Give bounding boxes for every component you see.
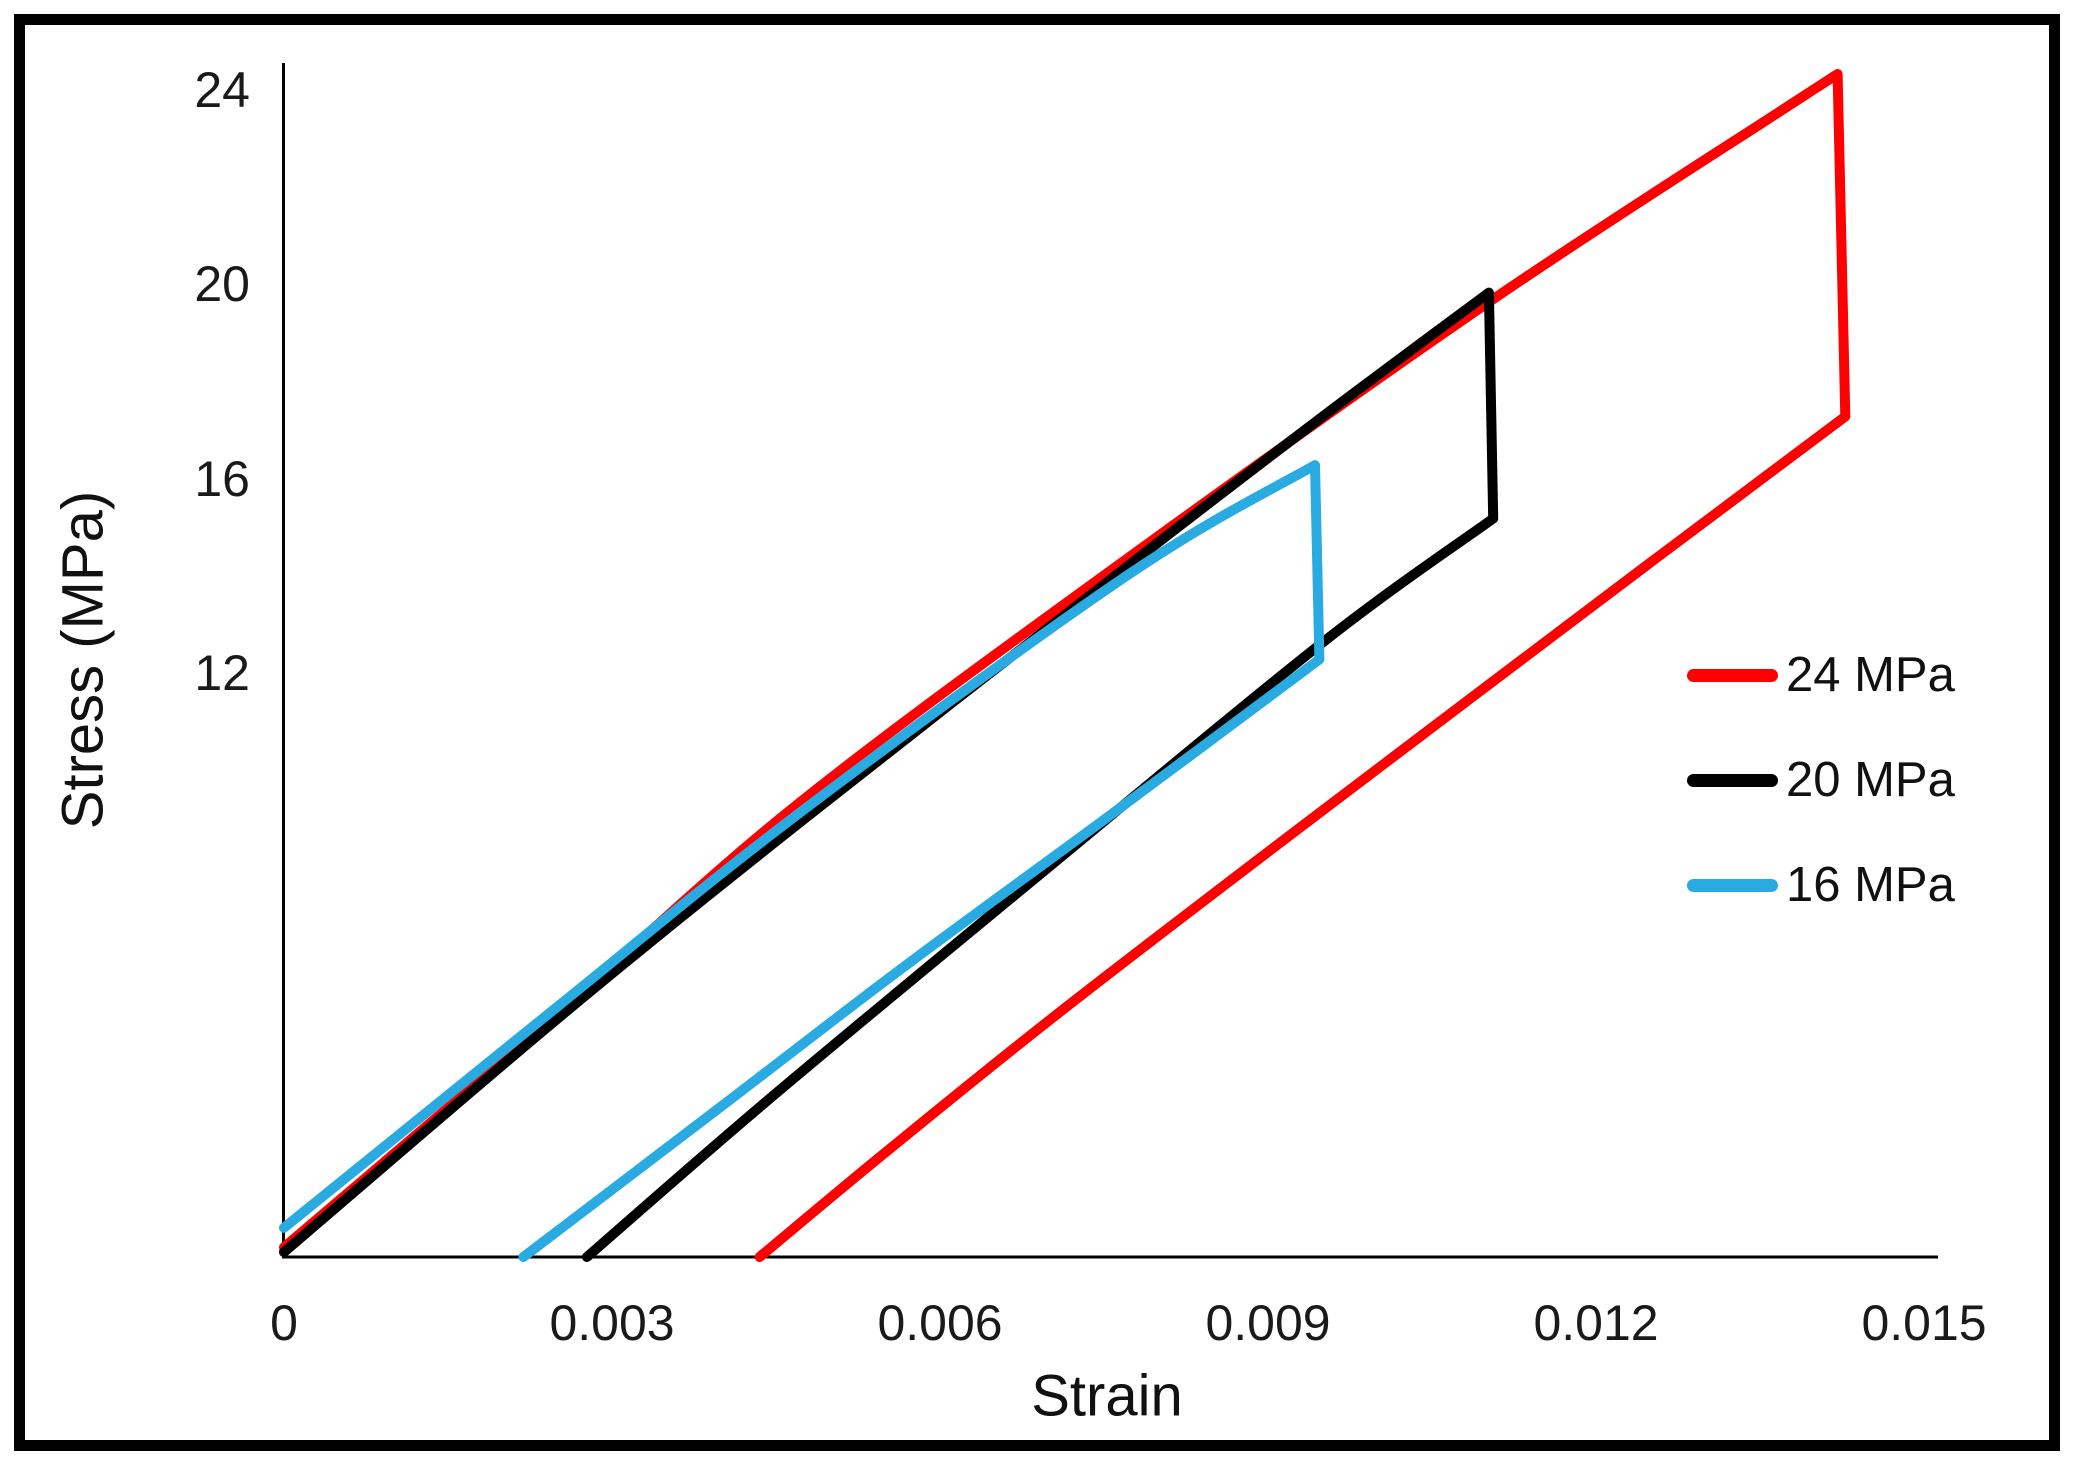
x-tick-label: 0.009 bbox=[1205, 1295, 1331, 1351]
x-tick-label: 0.012 bbox=[1533, 1295, 1659, 1351]
legend-swatch-20mpa bbox=[1687, 773, 1778, 787]
x-tick-label: 0 bbox=[270, 1295, 298, 1351]
x-axis-title: Strain bbox=[1031, 1363, 1183, 1429]
legend-label: 16 MPa bbox=[1786, 857, 1955, 912]
legend-label: 24 MPa bbox=[1786, 647, 1955, 702]
legend-item: 24 MPa bbox=[1687, 645, 1955, 705]
series-16mpa-line bbox=[279, 460, 1325, 1262]
legend-swatch-24mpa bbox=[1687, 668, 1778, 682]
y-axis-title: Stress (MPa) bbox=[50, 490, 116, 830]
y-tick-label: 16 bbox=[194, 450, 250, 507]
x-tick-label: 0.006 bbox=[877, 1295, 1003, 1351]
legend-item: 16 MPa bbox=[1687, 855, 1955, 915]
legend-swatch-16mpa bbox=[1687, 878, 1778, 892]
legend-item: 20 MPa bbox=[1687, 750, 1955, 810]
figure-frame bbox=[14, 14, 2060, 1451]
legend: 24 MPa 20 MPa 16 MPa bbox=[1687, 645, 1955, 960]
series-24mpa-line bbox=[279, 69, 1851, 1262]
y-tick-label: 12 bbox=[194, 645, 250, 701]
y-tick-label: 24 bbox=[194, 62, 250, 118]
legend-label: 20 MPa bbox=[1786, 752, 1955, 807]
x-tick-label: 0.003 bbox=[549, 1295, 675, 1351]
x-tick-label: 0.015 bbox=[1861, 1295, 1987, 1351]
series-20mpa-line bbox=[279, 287, 1499, 1262]
y-tick-label: 20 bbox=[194, 256, 250, 313]
